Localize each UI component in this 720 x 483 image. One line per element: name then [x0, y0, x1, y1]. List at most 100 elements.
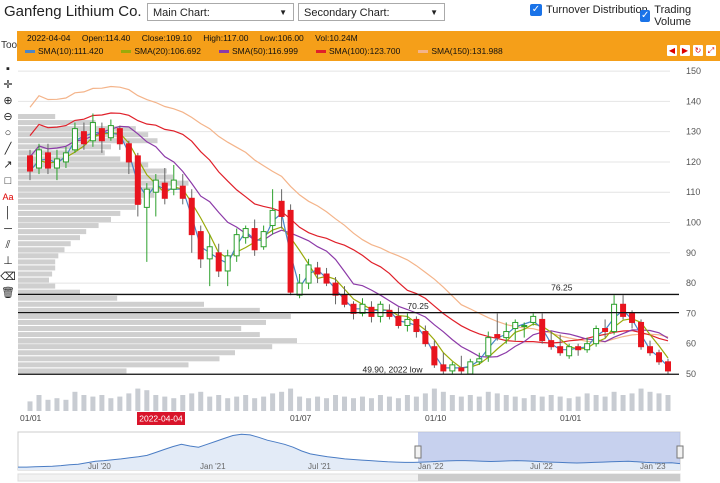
navigator-x-label: Jan '23	[640, 462, 666, 471]
candle	[665, 358, 671, 374]
turnover-bar	[18, 253, 59, 259]
candle	[80, 122, 87, 150]
volume-bar	[198, 391, 204, 411]
volume-bar	[539, 396, 545, 411]
navigator-x-label: Jan '22	[418, 462, 444, 471]
volume-bar	[333, 395, 339, 411]
turnover-bar	[18, 162, 149, 168]
turnover-bar	[18, 295, 118, 301]
candle	[449, 361, 456, 374]
info-date: 2022-04-04	[27, 33, 71, 43]
turnover-bar	[18, 247, 65, 253]
scroll-left-icon[interactable]: ◀	[667, 45, 677, 56]
candle-body	[656, 352, 663, 363]
vertical-line-icon[interactable]: │	[4, 207, 12, 219]
candle	[62, 146, 69, 168]
candle	[386, 304, 393, 320]
candle	[620, 295, 627, 320]
turnover-bar	[18, 174, 173, 180]
candle	[224, 249, 231, 287]
volume-bar	[404, 395, 410, 411]
candle-body	[584, 343, 591, 351]
top-bar: Ganfeng Lithium Co. Main Chart: ▼ Second…	[0, 0, 720, 28]
turnover-bar	[18, 198, 142, 204]
trash-icon[interactable]: 🗑	[1, 287, 15, 299]
reset-icon[interactable]: ↻	[693, 45, 703, 56]
candle	[521, 322, 528, 338]
candle	[71, 122, 78, 153]
turnover-bar	[18, 259, 56, 265]
candle	[332, 277, 339, 305]
candle-body	[260, 231, 267, 248]
volume-bar	[521, 398, 527, 411]
parallel-lines-icon[interactable]: ⫽	[5, 239, 11, 251]
scroll-right-icon[interactable]: ▶	[680, 45, 690, 56]
volume-bar	[665, 395, 671, 411]
candle-body	[206, 246, 213, 260]
candle	[89, 113, 96, 147]
horizontal-line-icon[interactable]: ─	[4, 223, 12, 235]
candle-body	[458, 367, 465, 372]
line-icon[interactable]: ╱	[4, 143, 12, 155]
candle	[323, 267, 330, 287]
main-chart-select[interactable]: Main Chart: ▼	[147, 3, 294, 21]
volume-bar	[422, 393, 428, 411]
candle-body	[467, 361, 474, 375]
main-chart-select-label: Main Chart:	[153, 7, 210, 19]
zoom-out-icon[interactable]: ⊖	[3, 111, 13, 123]
navigator-x-label: Jul '22	[530, 462, 553, 471]
app-title: Ganfeng Lithium Co.	[4, 3, 142, 20]
circle-icon[interactable]: ○	[4, 127, 12, 139]
candle-body	[143, 188, 150, 208]
volume-bar	[306, 398, 312, 411]
x-tick-label: 01/07	[290, 413, 312, 423]
turnover-distribution-checkbox[interactable]: ✓ Turnover Distribution	[530, 4, 648, 16]
info-vol: Vol:10.24M	[315, 33, 358, 43]
anchor-icon[interactable]: ⊥	[3, 255, 13, 267]
volume-bar	[261, 396, 267, 411]
rectangle-icon[interactable]: □	[4, 175, 12, 187]
text-icon[interactable]: Aa	[2, 192, 14, 202]
volume-bar	[494, 393, 500, 411]
candle	[494, 313, 501, 341]
candle-body	[53, 158, 60, 169]
volume-bar	[90, 396, 96, 411]
candle	[656, 349, 663, 365]
dropdown-arrow-icon: ▼	[430, 8, 438, 17]
volume-bar	[288, 388, 294, 411]
candle-body	[665, 361, 671, 372]
volume-bar	[395, 398, 401, 411]
candle	[287, 204, 294, 296]
candle-body	[377, 303, 384, 317]
secondary-chart-select[interactable]: Secondary Chart: ▼	[298, 3, 445, 21]
volume-bar	[207, 396, 213, 411]
eraser-icon[interactable]: ⌫	[0, 271, 16, 283]
trading-volume-checkbox[interactable]: ✓ Trading Volume	[640, 4, 720, 28]
checkmark-icon: ✓	[640, 10, 651, 22]
volume-bar	[593, 395, 599, 411]
volume-bar	[27, 401, 33, 411]
arrow-icon[interactable]: ↗	[3, 159, 13, 171]
candle	[440, 352, 447, 374]
candle	[197, 225, 204, 268]
zoom-in-icon[interactable]: ⊕	[3, 95, 13, 107]
candle-body	[431, 346, 438, 366]
candle-body	[161, 182, 168, 199]
fullscreen-icon[interactable]: ⤢	[706, 45, 716, 56]
crosshair-icon[interactable]: ✛	[3, 79, 13, 91]
volume-bar	[171, 398, 177, 411]
volume-bar	[180, 395, 186, 411]
candle	[53, 149, 60, 181]
cursor-icon[interactable]: ▪	[6, 63, 10, 75]
sma50-line	[29, 125, 669, 358]
checkmark-icon: ✓	[530, 4, 542, 16]
candle-body	[305, 264, 312, 284]
candle	[566, 343, 573, 359]
candle-body	[413, 318, 420, 333]
candle	[548, 331, 555, 350]
turnover-bar	[18, 235, 80, 241]
volume-bar	[629, 393, 635, 411]
y-tick-label: 100	[686, 218, 701, 228]
volume-bar	[575, 396, 581, 411]
